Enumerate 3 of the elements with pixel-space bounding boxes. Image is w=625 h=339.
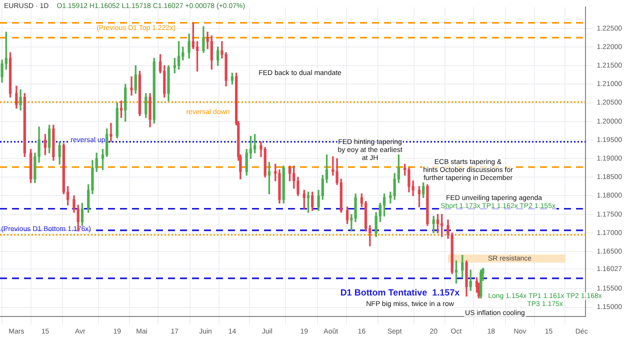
annotation: D1 Bottom Tentative 1.157x <box>340 287 460 298</box>
candlestick <box>130 76 133 96</box>
candlestick <box>110 122 112 142</box>
